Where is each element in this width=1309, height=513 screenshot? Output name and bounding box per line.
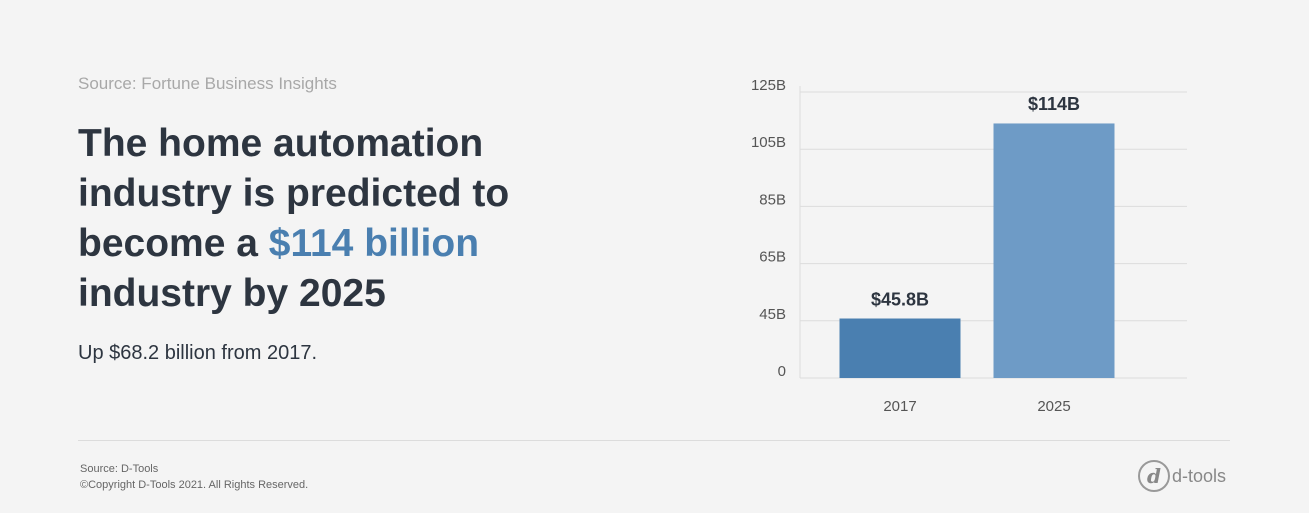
- copyright: ©Copyright D-Tools 2021. All Rights Rese…: [80, 479, 309, 491]
- source: Source: Fortune Business Insights: [78, 74, 337, 93]
- y-tick-label: 0: [778, 363, 786, 380]
- bar: [993, 123, 1115, 379]
- logo-icon: d: [1138, 460, 1170, 492]
- footer-source: Source: D-Tools: [80, 463, 159, 475]
- y-tick-label: 125B: [751, 77, 786, 94]
- y-tick-label: 85B: [759, 191, 786, 208]
- divider: [78, 440, 1230, 441]
- headline-line: The home automation: [78, 122, 484, 165]
- x-tick-label: 2025: [1037, 398, 1070, 415]
- headline-line: industry is predicted to: [78, 172, 510, 215]
- logo-text: d-tools: [1172, 465, 1227, 486]
- headline-line: industry by 2025: [78, 272, 386, 315]
- headline-highlight: $114 billion: [268, 222, 480, 265]
- y-tick-label: 65B: [759, 249, 786, 266]
- subhead: Up $68.2 billion from 2017.: [78, 342, 318, 364]
- y-tick-label: 105B: [751, 134, 786, 151]
- chart: 0 45B 65B 85B 105B 125B 2017 $45.8B 2025 $114B: [751, 77, 1187, 415]
- bar: [839, 318, 961, 378]
- headline-line: become a: [78, 222, 269, 265]
- y-tick-label: 45B: [759, 306, 786, 323]
- x-tick-label: 2017: [883, 398, 916, 415]
- value-label: $45.8B: [871, 289, 929, 309]
- logo: d d-tools: [1138, 460, 1226, 492]
- value-label: $114B: [1028, 94, 1080, 114]
- headline: The home automation industry is predicted…: [78, 119, 509, 319]
